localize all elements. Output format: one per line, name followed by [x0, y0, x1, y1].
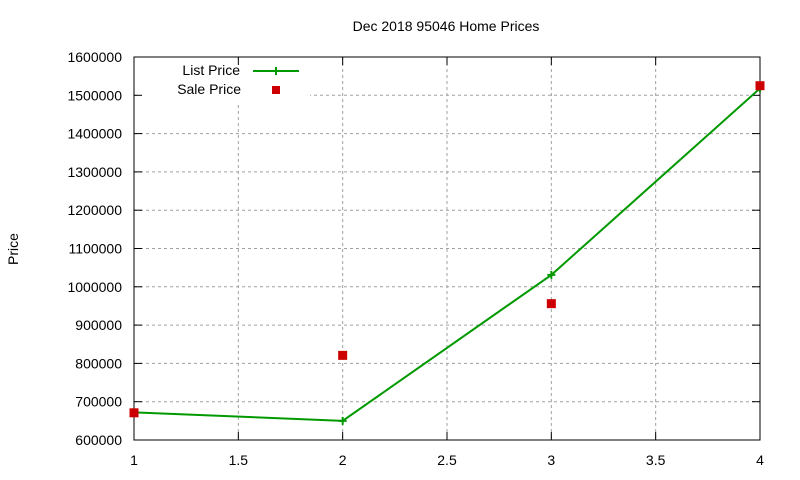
- square-marker-icon: [755, 81, 765, 91]
- square-marker-icon: [338, 350, 348, 360]
- plus-marker-icon: [547, 270, 556, 279]
- x-tick-label: 2.5: [437, 452, 457, 468]
- y-tick-label: 1300000: [67, 164, 122, 180]
- square-marker-icon: [546, 299, 556, 309]
- square-marker-icon: [129, 408, 139, 418]
- y-axis-ticks: 600000 700000 800000 900000 1000000 1100000 12…: [67, 49, 760, 448]
- y-tick-label: 700000: [75, 394, 122, 410]
- plot-frame: [133, 56, 761, 441]
- legend-label-sale-price: Sale Price: [177, 81, 241, 97]
- legend-square-icon: [272, 86, 280, 94]
- y-tick-label: 800000: [75, 355, 122, 371]
- x-tick-label: 3.5: [646, 452, 666, 468]
- plus-marker-icon: [338, 416, 347, 425]
- list-price-line: [133, 87, 761, 422]
- grid-lines: [134, 57, 760, 440]
- x-tick-label: 3: [547, 452, 555, 468]
- x-tick-label: 2: [339, 452, 347, 468]
- y-tick-label: 1400000: [67, 126, 122, 142]
- y-tick-label: 1600000: [67, 49, 122, 65]
- chart-title: Dec 2018 95046 Home Prices: [353, 18, 540, 34]
- y-tick-label: 1500000: [67, 87, 122, 103]
- legend: List Price Sale Price: [177, 62, 299, 97]
- x-tick-label: 1.5: [229, 452, 249, 468]
- x-tick-label: 4: [756, 452, 764, 468]
- y-tick-label: 1000000: [67, 279, 122, 295]
- y-tick-label: 1200000: [67, 202, 122, 218]
- data-series: [129, 81, 765, 425]
- y-tick-label: 1100000: [69, 241, 123, 257]
- y-tick-label: 900000: [75, 317, 122, 333]
- x-axis-ticks: 1 1.5 2 2.5 3 3.5 4: [130, 57, 764, 468]
- y-axis-label: Price: [5, 233, 21, 265]
- x-tick-label: 1: [130, 452, 138, 468]
- legend-background: [140, 60, 310, 102]
- y-tick-label: 600000: [75, 432, 122, 448]
- legend-label-list-price: List Price: [182, 62, 240, 78]
